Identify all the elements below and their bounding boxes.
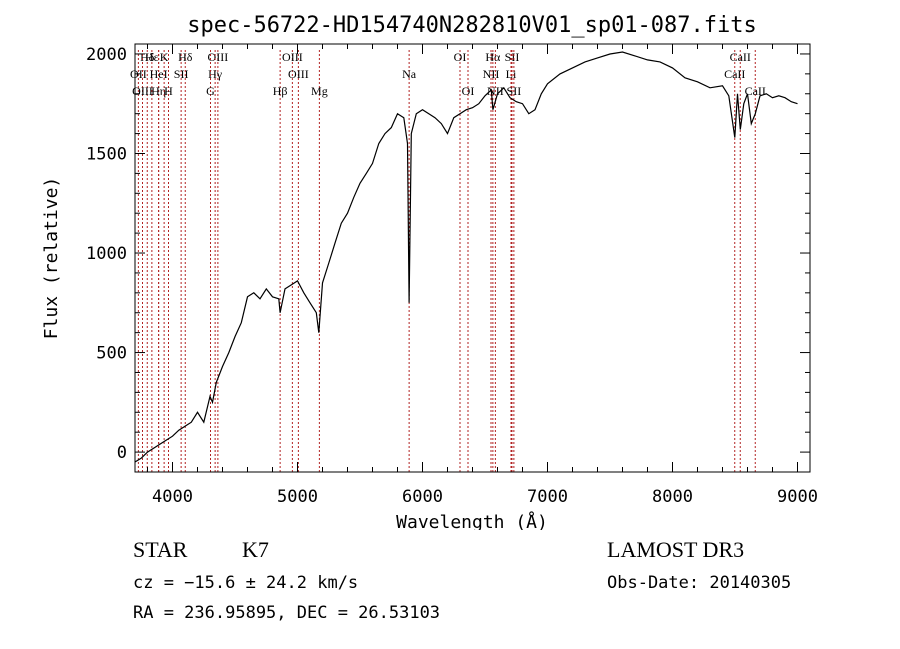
x-tick-label: 4000 [152, 487, 193, 507]
line-marker-label: Na [402, 67, 417, 81]
x-tick-label: 8000 [652, 487, 693, 507]
y-tick-label: 1500 [86, 144, 127, 164]
line-marker-label: Mg [311, 84, 328, 98]
line-marker-label: OIII [208, 50, 229, 64]
x-tick-label: 6000 [402, 487, 443, 507]
line-marker-label: H [164, 84, 173, 98]
line-marker-label: SII [174, 67, 189, 81]
line-marker-label: NII [483, 67, 500, 81]
y-axis-label: Flux (relative) [41, 177, 62, 340]
line-marker-label: CaII [724, 67, 745, 81]
x-tick-label: 5000 [277, 487, 318, 507]
y-tick-label: 2000 [86, 45, 127, 65]
spectrum-chart: spec-56722-HD154740N282810V01_sp01-087.f… [41, 13, 818, 530]
y-tick-label: 1000 [86, 244, 127, 264]
y-axis-ticks: 0 500 1000 1500 2000 [86, 45, 810, 463]
x-tick-label: 9000 [777, 487, 818, 507]
line-marker-label: CaII [745, 84, 766, 98]
obs-date-line: Obs-Date: 20140305 [607, 573, 792, 593]
x-axis-label: Wavelength (Å) [396, 511, 548, 530]
x-axis-ticks: 4000 5000 6000 7000 8000 9000 [147, 44, 818, 507]
line-marker-label: Hδ [178, 50, 193, 64]
line-marker-label: SII [505, 50, 520, 64]
line-marker-label: Hε [145, 50, 159, 64]
line-marker-label: SII [507, 84, 522, 98]
line-marker-label: OIII [132, 84, 153, 98]
line-marker-label: Hη [151, 84, 166, 98]
line-marker-label: Hγ [208, 67, 223, 81]
line-marker-label: OI [454, 50, 467, 64]
line-marker-label: Hβ [273, 84, 288, 98]
line-marker-label: CaII [730, 50, 751, 64]
object-class: STAR [133, 537, 188, 562]
line-marker-label: Li [506, 67, 517, 81]
coordinates-line: RA = 236.95895, DEC = 26.53103 [133, 603, 441, 623]
survey-name: LAMOST DR3 [607, 537, 745, 562]
x-tick-label: 7000 [527, 487, 568, 507]
y-tick-label: 500 [96, 344, 127, 364]
line-marker-label: OIII [282, 50, 303, 64]
redshift-line: cz = −15.6 ± 24.2 km/s [133, 573, 359, 593]
chart-title: spec-56722-HD154740N282810V01_sp01-087.f… [187, 13, 757, 38]
line-marker-label: OIII [288, 67, 309, 81]
line-marker-label: G [206, 84, 215, 98]
line-marker-label: OI [462, 84, 475, 98]
object-subclass: K7 [242, 537, 269, 562]
y-tick-label: 0 [117, 443, 127, 463]
line-marker-label: Hα [485, 50, 501, 64]
spectrum-line [134, 51, 798, 463]
line-marker-label: K [160, 50, 169, 64]
